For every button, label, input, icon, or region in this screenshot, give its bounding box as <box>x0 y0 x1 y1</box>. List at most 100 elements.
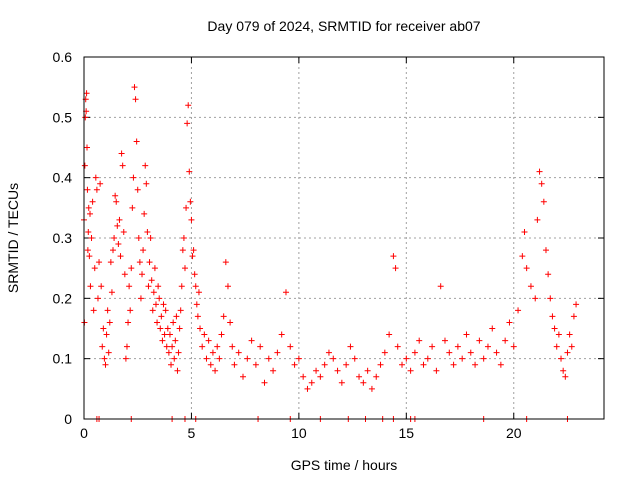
data-point <box>562 373 569 380</box>
data-point <box>291 361 298 368</box>
data-point <box>88 235 95 241</box>
data-point <box>566 331 573 338</box>
data-point <box>207 361 214 368</box>
data-point <box>86 253 93 260</box>
data-point <box>133 138 140 145</box>
data-point <box>394 343 401 350</box>
data-point <box>193 301 200 308</box>
data-point <box>523 265 530 272</box>
data-point <box>416 337 423 344</box>
data-point <box>502 337 509 344</box>
data-point <box>205 337 212 344</box>
data-point <box>128 265 135 272</box>
data-point <box>119 162 126 169</box>
y-tick-label: 0.6 <box>53 49 73 65</box>
data-point <box>545 271 552 278</box>
data-point <box>189 253 196 260</box>
data-point <box>136 259 143 266</box>
data-point <box>248 337 255 344</box>
data-point <box>300 373 307 380</box>
data-point <box>180 235 187 241</box>
data-point <box>195 289 202 296</box>
data-point <box>173 313 180 320</box>
data-point <box>121 271 128 278</box>
y-axis-label: SRMTID / TECUs <box>5 183 21 293</box>
data-point <box>165 349 172 356</box>
data-point <box>140 247 147 254</box>
data-point <box>154 319 161 326</box>
data-point <box>194 313 201 320</box>
data-point <box>166 331 173 338</box>
data-point <box>480 355 487 362</box>
data-point <box>151 265 158 272</box>
data-point <box>313 367 320 374</box>
data-point <box>116 216 123 223</box>
data-point <box>184 120 191 127</box>
data-point <box>231 361 238 368</box>
data-point <box>162 307 169 314</box>
data-point <box>540 198 547 205</box>
data-point <box>347 343 354 350</box>
data-point <box>191 271 198 278</box>
data-point <box>386 331 393 338</box>
data-point <box>551 325 558 332</box>
data-point <box>570 313 577 320</box>
data-point <box>197 325 204 332</box>
data-point <box>188 216 195 223</box>
data-point <box>560 367 567 374</box>
data-point <box>155 283 162 290</box>
data-point <box>126 283 133 290</box>
data-point <box>81 162 88 169</box>
data-point <box>161 331 168 338</box>
data-point <box>159 337 166 344</box>
data-point <box>235 349 242 356</box>
data-point <box>321 361 328 368</box>
data-point <box>123 343 130 350</box>
data-point <box>201 331 208 338</box>
data-point <box>555 331 562 338</box>
data-point <box>149 307 156 314</box>
x-axis-label: GPS time / hours <box>291 457 398 473</box>
data-point <box>103 331 110 338</box>
data-point <box>381 349 388 356</box>
data-point <box>497 361 504 368</box>
data-point <box>472 361 479 368</box>
data-point <box>220 313 227 320</box>
data-point <box>476 337 483 344</box>
data-point <box>484 343 491 350</box>
data-point <box>568 343 575 350</box>
data-point <box>390 253 397 260</box>
data-point <box>85 228 92 235</box>
data-point <box>143 180 150 187</box>
data-point <box>325 349 332 356</box>
data-point <box>163 343 170 350</box>
data-point <box>547 295 554 302</box>
data-point <box>97 180 104 187</box>
data-point <box>183 204 190 211</box>
data-point <box>330 355 337 362</box>
x-tick-label: 10 <box>291 425 307 441</box>
data-point <box>364 367 371 374</box>
data-point <box>156 295 163 302</box>
data-point <box>137 295 144 302</box>
data-point <box>92 174 99 181</box>
data-point <box>360 379 367 386</box>
data-point <box>105 349 112 356</box>
data-point <box>564 349 571 356</box>
data-point <box>139 271 146 278</box>
y-tick-label: 0.3 <box>53 230 73 246</box>
data-point <box>244 355 251 362</box>
data-point <box>96 259 103 266</box>
data-point <box>553 343 560 350</box>
data-point <box>209 349 216 356</box>
data-point <box>104 307 111 314</box>
data-point <box>120 228 127 235</box>
data-point <box>170 319 177 326</box>
data-point <box>176 325 183 332</box>
data-point <box>192 283 199 290</box>
data-point <box>89 198 96 205</box>
data-point <box>373 373 380 380</box>
data-point <box>527 283 534 290</box>
data-point <box>113 198 120 205</box>
